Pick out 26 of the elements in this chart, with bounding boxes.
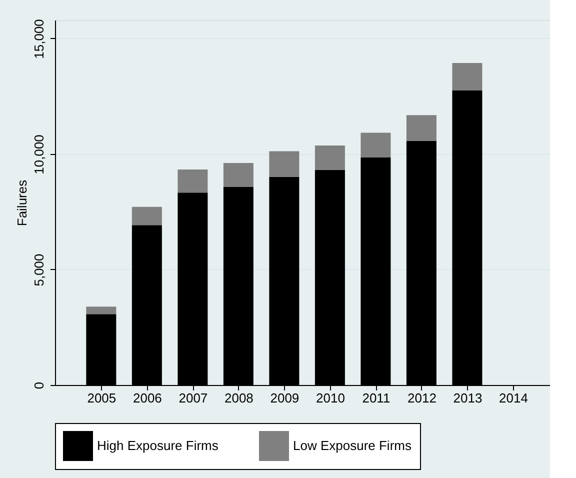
legend-label: Low Exposure Firms — [293, 438, 412, 453]
bar — [269, 151, 300, 177]
bar — [314, 145, 345, 170]
x-tick-label: 2006 — [132, 390, 162, 406]
x-tick-label: 2013 — [453, 390, 482, 406]
x-tick-label: 2014 — [499, 390, 528, 406]
bar — [406, 115, 436, 141]
x-tick-label: 2010 — [316, 390, 345, 406]
y-tick-label: 10,000 — [32, 134, 46, 174]
x-tick-label: 2007 — [178, 390, 208, 406]
y-tick-label: 0 — [32, 382, 46, 390]
x-tick-label: 2012 — [408, 390, 436, 406]
bar — [178, 169, 208, 193]
legend-label: High Exposure Firms — [97, 438, 219, 453]
bar — [452, 62, 482, 90]
y-axis-title: Failures — [14, 179, 30, 226]
x-tick-label: 2008 — [224, 390, 254, 406]
bar — [223, 162, 254, 188]
bar — [132, 206, 162, 226]
x-tick-label: 2005 — [87, 390, 116, 406]
y-tick-label: 5,000 — [32, 254, 46, 286]
bar — [86, 306, 116, 314]
y-tick-label: 15,000 — [32, 19, 46, 59]
bar — [360, 132, 391, 158]
x-tick-label: 2009 — [270, 390, 300, 406]
x-tick-label: 2011 — [362, 390, 390, 406]
